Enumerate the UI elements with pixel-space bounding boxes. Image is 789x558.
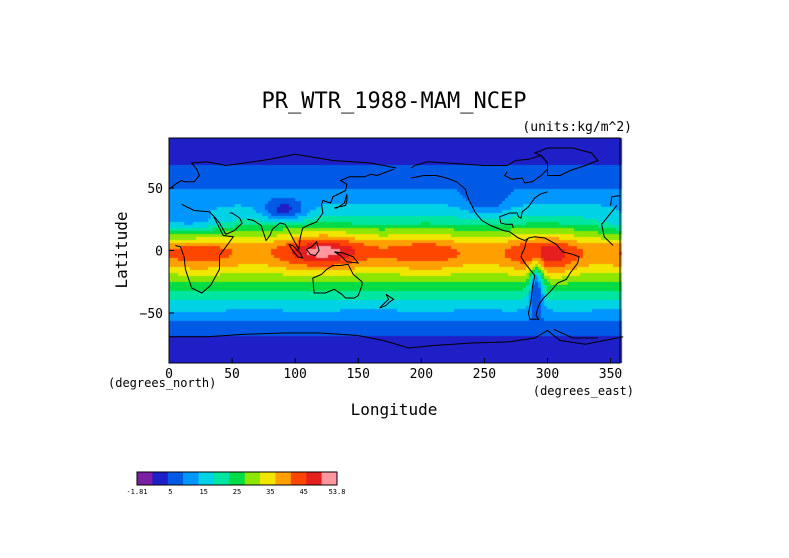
- coastline: [610, 195, 621, 206]
- x-tick-label: 0: [165, 367, 173, 382]
- x-tick-label: 200: [410, 367, 433, 382]
- colorbar-swatch: [167, 472, 184, 485]
- coastline: [247, 168, 394, 251]
- x-tick-label: 350: [599, 367, 622, 382]
- y-axis-title: Latitude: [112, 211, 131, 288]
- colorbar-swatch: [244, 472, 261, 485]
- coastline: [288, 243, 304, 259]
- colorbar-swatch: [321, 472, 338, 485]
- coastline: [312, 263, 363, 299]
- x-unit-label: (degrees_east): [533, 384, 634, 398]
- units-label: (units:kg/m^2): [522, 120, 632, 135]
- colorbar-swatch: [260, 472, 276, 485]
- x-tick-label: 100: [283, 367, 306, 382]
- x-tick-label: 250: [473, 367, 496, 382]
- coastline: [175, 210, 235, 294]
- coastline: [411, 175, 529, 242]
- plot-frame: [168, 137, 621, 364]
- colorbar-frame: [136, 471, 338, 486]
- coastline: [410, 154, 548, 184]
- coastline: [212, 212, 243, 235]
- coastline: [306, 240, 320, 257]
- x-tick-label: 150: [346, 367, 369, 382]
- colorbar-label: 25: [233, 488, 241, 496]
- x-axis: 0 50 100 150 200 250 300 350: [165, 358, 622, 382]
- coastline: [533, 147, 599, 176]
- colorbar-swatch: [152, 472, 169, 485]
- colorbar-label: -1.81: [126, 488, 147, 496]
- y-tick-label: 50: [147, 182, 163, 197]
- coastline: [601, 205, 618, 246]
- coastline: [520, 236, 580, 320]
- colorbar-swatch: [198, 472, 215, 485]
- coastline-map: [168, 147, 624, 349]
- colorbar-swatch: [290, 472, 307, 485]
- x-axis-title: Longitude: [351, 400, 438, 419]
- chart-title: PR_WTR_1988-MAM_NCEP: [262, 89, 527, 114]
- x-tick-label: 50: [224, 367, 240, 382]
- x-tick-label: 300: [536, 367, 559, 382]
- colorbar-swatch: [306, 472, 322, 485]
- coastline: [498, 191, 548, 229]
- coastline: [169, 329, 624, 349]
- colorbar-label: 45: [299, 488, 307, 496]
- y-axis: 50 0 −50: [140, 182, 174, 322]
- colorbar-swatch: [229, 472, 245, 485]
- y-tick-label: 0: [155, 245, 163, 260]
- y-unit-label: (degrees_north): [108, 376, 216, 390]
- coastline: [181, 203, 195, 211]
- coastline: [334, 251, 360, 264]
- colorbar-swatch: [213, 472, 230, 485]
- colorbar-swatch: [137, 472, 153, 485]
- colorbar-swatch: [275, 472, 292, 485]
- colorbar-label: 35: [266, 488, 274, 496]
- colorbar: -1.81 5 15 25 35 45 53.8: [126, 471, 346, 496]
- coastline: [168, 153, 397, 190]
- y-tick-label: −50: [140, 307, 163, 322]
- colorbar-swatch: [183, 472, 199, 485]
- colorbar-label: 5: [168, 488, 172, 496]
- coastline: [553, 328, 598, 339]
- colorbar-label: 53.8: [329, 488, 346, 496]
- coastline: [379, 293, 395, 309]
- coastline: [334, 194, 348, 209]
- colorbar-label: 15: [199, 488, 207, 496]
